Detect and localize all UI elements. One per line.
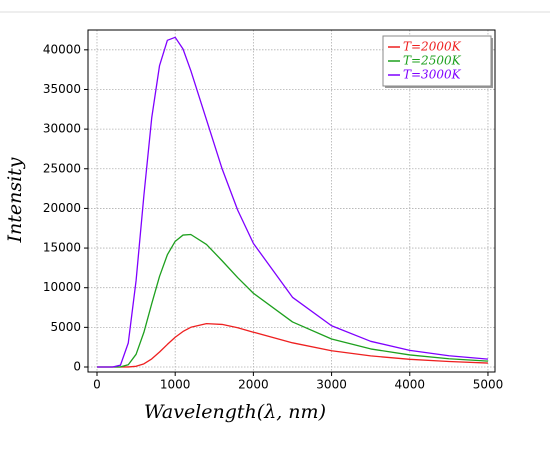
x-tick-label: 5000 xyxy=(473,378,504,392)
x-tick-label: 4000 xyxy=(394,378,425,392)
y-tick-label: 0 xyxy=(73,360,81,374)
series-line xyxy=(96,322,488,368)
x-tick-label: 0 xyxy=(93,378,101,392)
x-axis-label: Wavelength(λ, nm) xyxy=(144,401,326,423)
legend-label: T=2500K xyxy=(403,54,462,68)
y-tick-label: 20000 xyxy=(43,201,81,215)
y-tick-label: 15000 xyxy=(43,241,81,255)
plot-frame xyxy=(87,29,496,373)
legend-label: T=2000K xyxy=(403,40,462,54)
x-tick-label: 3000 xyxy=(316,378,347,392)
y-axis-label: Intensity xyxy=(4,157,26,243)
y-tick-label: 5000 xyxy=(50,320,81,334)
y-tick-label: 30000 xyxy=(43,122,81,136)
x-tick-label: 1000 xyxy=(160,378,191,392)
y-tick-label: 25000 xyxy=(43,161,81,175)
series-line xyxy=(96,233,488,368)
legend-box xyxy=(382,35,492,87)
x-tick-label: 2000 xyxy=(238,378,269,392)
y-tick-label: 10000 xyxy=(43,280,81,294)
y-tick-label: 40000 xyxy=(43,42,81,56)
y-tick-label: 35000 xyxy=(43,82,81,96)
legend-label: T=3000K xyxy=(403,68,462,82)
series-line xyxy=(96,36,489,368)
